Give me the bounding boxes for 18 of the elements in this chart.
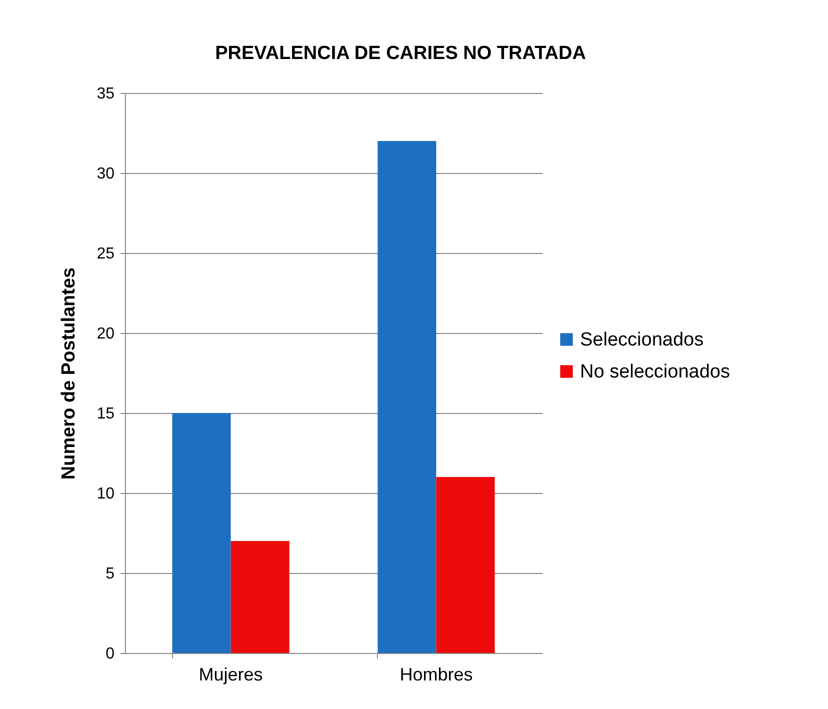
x-tick-label: Mujeres <box>198 664 263 684</box>
bar <box>230 541 290 653</box>
y-tick-label: 5 <box>106 566 115 582</box>
x-tick-label: Hombres <box>400 664 473 684</box>
legend-label: No seleccionados <box>580 362 730 382</box>
y-tick-label: 10 <box>96 486 115 502</box>
legend-label: Seleccionados <box>580 330 704 350</box>
y-tick-label: 30 <box>96 166 115 182</box>
y-axis-title: Numero de Postulantes <box>58 267 80 480</box>
y-tick-label: 0 <box>106 646 115 662</box>
y-tick-label: 25 <box>96 246 115 262</box>
bar <box>172 413 231 653</box>
y-tick-label: 20 <box>96 326 115 342</box>
y-tick-label: 15 <box>96 406 115 422</box>
bar <box>436 477 495 653</box>
y-tick-label: 35 <box>96 86 115 102</box>
bar <box>378 141 436 653</box>
chart-title: PREVALENCIA DE CARIES NO TRATADA <box>215 43 586 64</box>
